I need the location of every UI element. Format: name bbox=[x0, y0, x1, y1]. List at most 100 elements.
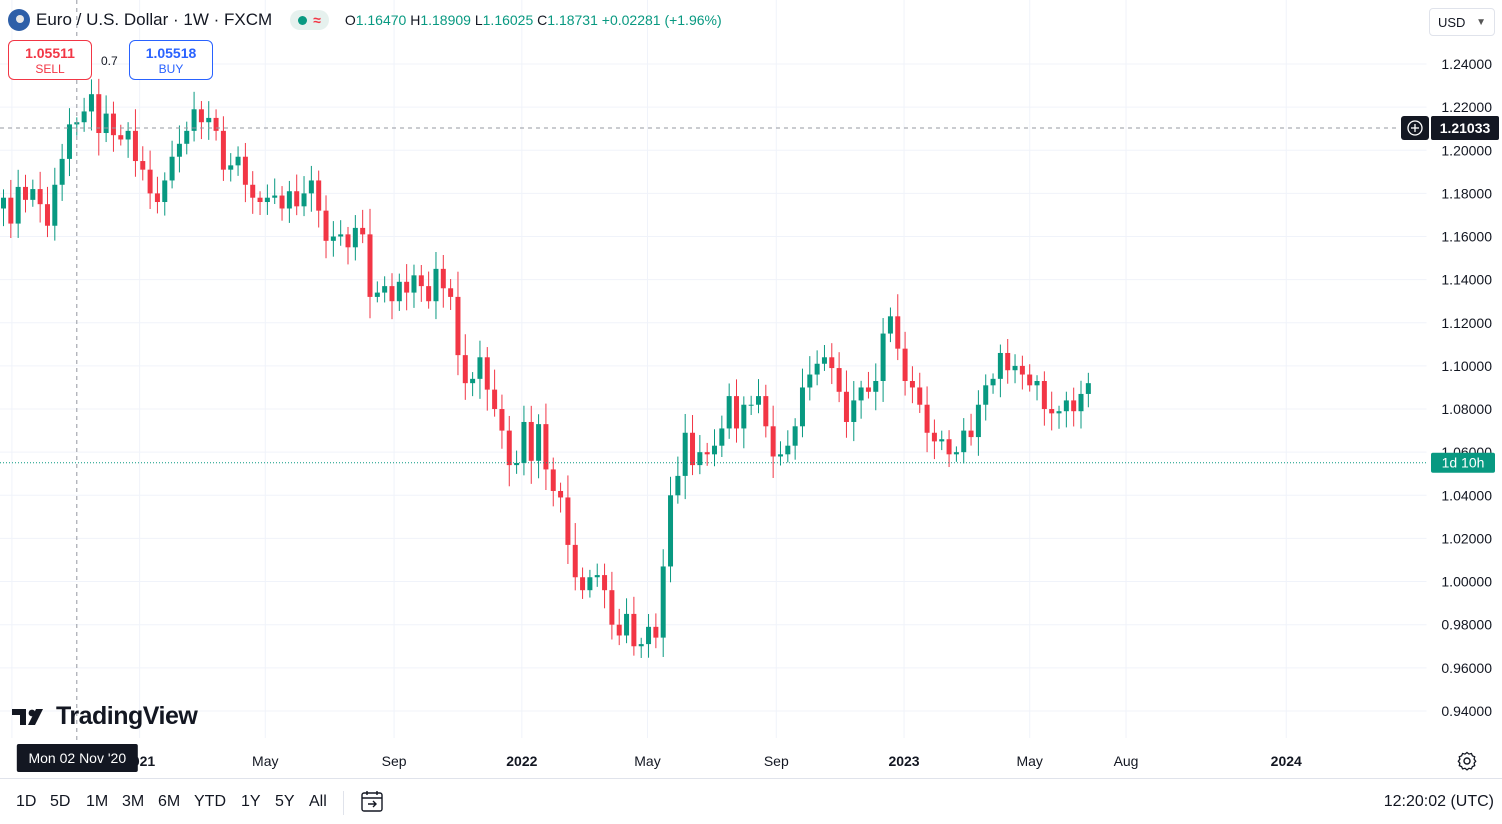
candle-body bbox=[521, 421, 527, 463]
candle-body bbox=[52, 184, 58, 226]
candle-body bbox=[279, 195, 285, 209]
candle-body bbox=[843, 391, 849, 422]
market-status-pill[interactable]: ≈ bbox=[290, 10, 329, 30]
crosshair-price-label: 1.21033 bbox=[1440, 120, 1491, 136]
eur-usd-flag-icon[interactable] bbox=[8, 9, 30, 31]
ohlc-change: +0.02281 (+1.96%) bbox=[601, 12, 722, 28]
plus-circle-icon bbox=[1407, 120, 1423, 136]
candle-body bbox=[213, 117, 219, 131]
y-tick-label: 1.14000 bbox=[1441, 272, 1492, 288]
candle-body bbox=[389, 286, 395, 302]
candle-body bbox=[8, 197, 14, 224]
candle-body bbox=[330, 236, 336, 241]
candle-body bbox=[506, 430, 512, 466]
candle-body bbox=[140, 161, 146, 170]
candle-body bbox=[169, 156, 175, 181]
candle-body bbox=[462, 355, 468, 384]
candle-body bbox=[543, 424, 549, 470]
x-tick-label: May bbox=[1016, 753, 1042, 769]
candle-body bbox=[968, 430, 974, 438]
candle-body bbox=[587, 577, 593, 591]
utc-clock[interactable]: 12:20:02 (UTC) bbox=[1383, 793, 1494, 810]
candle-body bbox=[931, 432, 937, 442]
candle-body bbox=[1005, 352, 1011, 371]
candle-body bbox=[704, 452, 710, 455]
range-button-all[interactable]: All bbox=[309, 793, 327, 810]
go-to-date-icon[interactable] bbox=[360, 789, 384, 813]
candle-body bbox=[470, 378, 476, 384]
range-button-5y[interactable]: 5Y bbox=[275, 793, 295, 810]
tradingview-logo[interactable]: TradingView bbox=[12, 702, 198, 731]
candle-body bbox=[682, 432, 688, 476]
y-tick-label: 0.98000 bbox=[1441, 617, 1492, 633]
buy-button[interactable]: 1.05518 BUY bbox=[129, 40, 213, 80]
buy-label: BUY bbox=[158, 62, 184, 76]
candle-body bbox=[418, 275, 424, 287]
candle-body bbox=[228, 165, 234, 170]
candle-body bbox=[770, 426, 776, 457]
y-tick-label: 1.02000 bbox=[1441, 530, 1492, 546]
candle-body bbox=[528, 421, 534, 461]
price-chart[interactable]: 1.24000 1.22000 1.20000 1.18000 1.16000 1.140… bbox=[0, 0, 1502, 778]
range-button-3m[interactable]: 3M bbox=[122, 793, 145, 810]
candle-body bbox=[602, 575, 608, 591]
toolbar-divider bbox=[343, 791, 344, 815]
range-button-6m[interactable]: 6M bbox=[158, 793, 181, 810]
buy-price: 1.05518 bbox=[145, 45, 197, 61]
candle-body bbox=[675, 475, 681, 496]
candle-body bbox=[125, 130, 131, 140]
candle-body bbox=[748, 404, 754, 406]
candle-body bbox=[448, 288, 454, 297]
x-tick-label: Aug bbox=[1114, 753, 1139, 769]
y-tick-label: 1.22000 bbox=[1441, 99, 1492, 115]
candle-body bbox=[909, 381, 915, 388]
candle-body bbox=[858, 387, 864, 401]
currency-select[interactable]: USD ▼ bbox=[1429, 8, 1495, 36]
candle-body bbox=[1056, 411, 1062, 414]
candle-body bbox=[88, 94, 94, 112]
candle-body bbox=[176, 143, 182, 157]
last-price-badge[interactable] bbox=[1431, 452, 1495, 473]
candle-body bbox=[638, 644, 644, 647]
candle-body bbox=[492, 389, 498, 410]
candle-body bbox=[1034, 381, 1040, 386]
candle-body bbox=[616, 624, 622, 636]
candle-body bbox=[690, 432, 696, 466]
y-tick-label: 1.00000 bbox=[1441, 574, 1492, 590]
candle-body bbox=[536, 424, 542, 461]
candle-body bbox=[799, 387, 805, 427]
candle-body bbox=[272, 195, 278, 198]
candle-body bbox=[558, 490, 564, 498]
range-button-1m[interactable]: 1M bbox=[86, 793, 109, 810]
candle-body bbox=[455, 296, 461, 356]
candle-body bbox=[338, 234, 344, 237]
y-tick-label: 1.16000 bbox=[1441, 229, 1492, 245]
candle-body bbox=[939, 439, 945, 442]
candle-body bbox=[242, 156, 248, 185]
candle-body bbox=[162, 180, 168, 203]
currency-value: USD bbox=[1438, 14, 1466, 30]
range-button-1y[interactable]: 1Y bbox=[241, 793, 261, 810]
y-tick-label: 0.94000 bbox=[1441, 703, 1492, 719]
candle-body bbox=[37, 189, 43, 205]
range-button-1d[interactable]: 1D bbox=[16, 793, 37, 810]
candle-body bbox=[514, 462, 520, 466]
candle-body bbox=[580, 577, 586, 591]
tradingview-logo-icon bbox=[12, 708, 43, 725]
range-button-ytd[interactable]: YTD bbox=[194, 793, 226, 810]
candle-body bbox=[250, 184, 256, 198]
candle-body bbox=[631, 613, 637, 647]
y-tick-label: 1.10000 bbox=[1441, 358, 1492, 374]
candle-body bbox=[777, 454, 783, 457]
x-tick-label: 2022 bbox=[506, 753, 537, 769]
symbol-title[interactable]: Euro / U.S. Dollar · 1W · FXCM bbox=[36, 10, 273, 29]
ohlc-readout: O1.16470 H1.18909 L1.16025 C1.18731 +0.0… bbox=[344, 12, 722, 28]
crosshair-date-badge bbox=[16, 744, 138, 772]
sell-button[interactable]: 1.05511 SELL bbox=[8, 40, 92, 80]
y-tick-label: 1.24000 bbox=[1441, 56, 1492, 72]
candle-body bbox=[851, 400, 857, 422]
candle-body bbox=[1071, 400, 1077, 412]
chevron-down-icon: ▼ bbox=[1476, 16, 1486, 28]
gear-icon[interactable] bbox=[1456, 750, 1478, 772]
range-button-5d[interactable]: 5D bbox=[50, 793, 71, 810]
